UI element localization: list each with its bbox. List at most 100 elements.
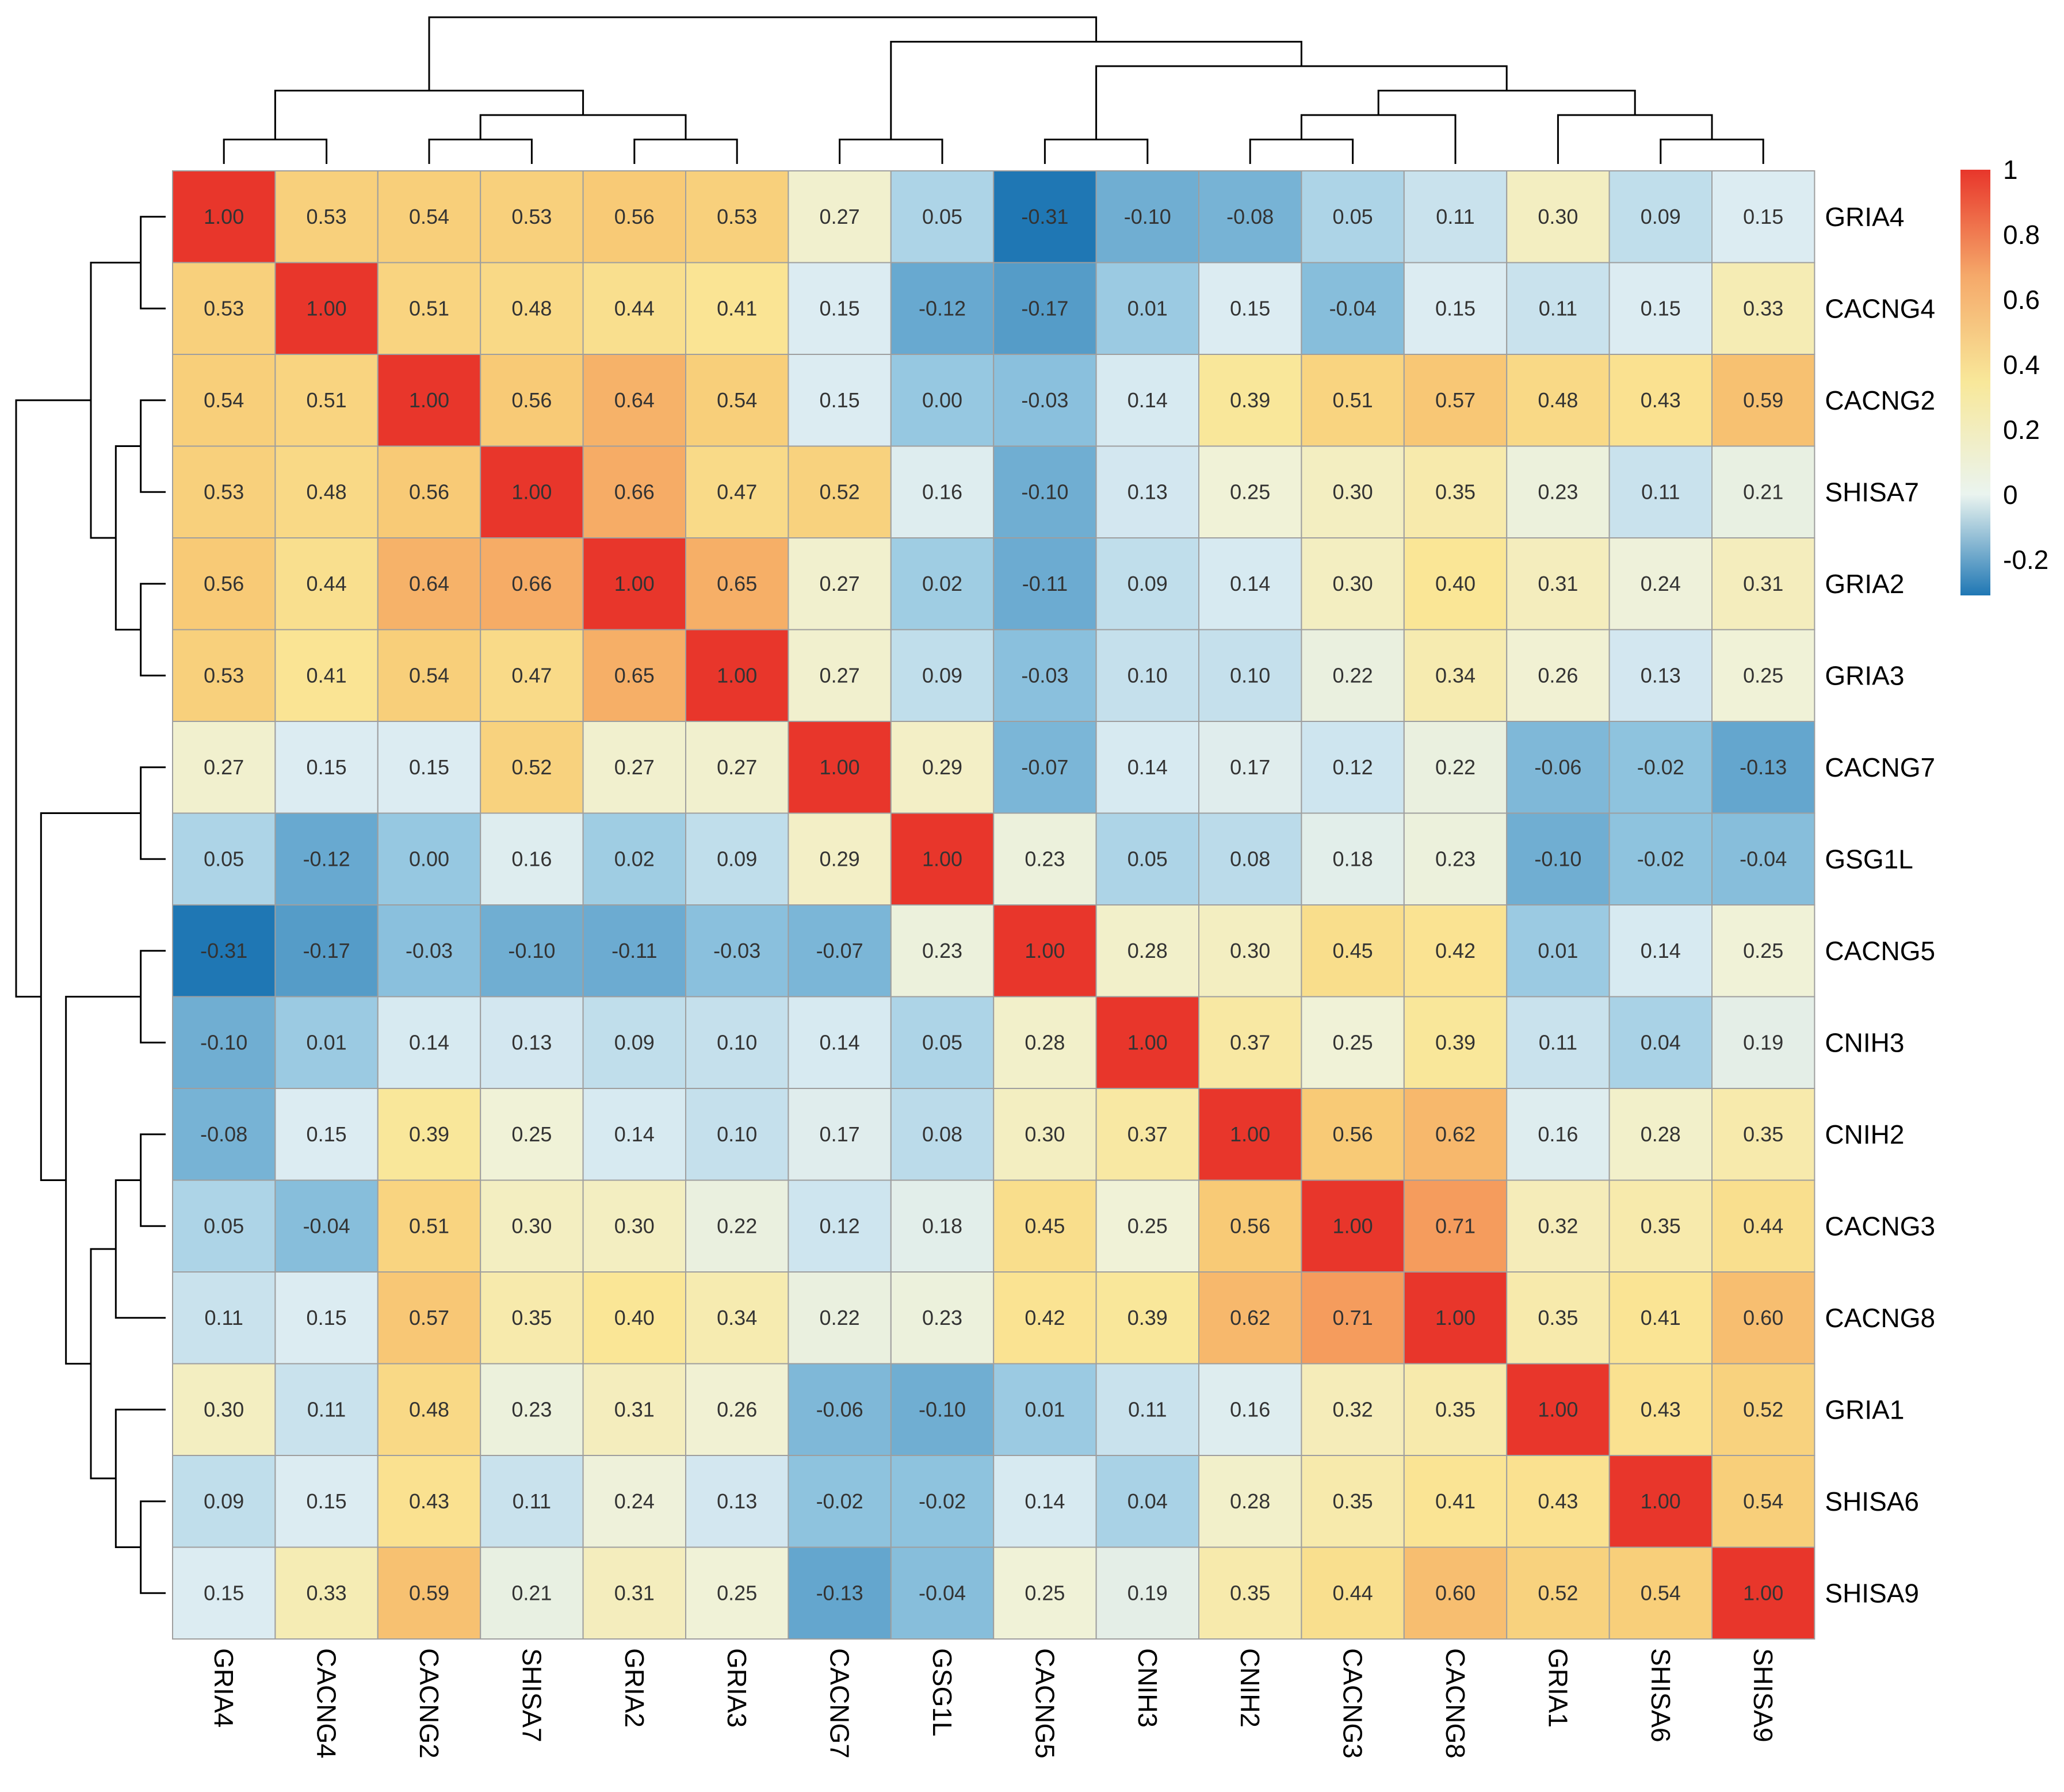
heatmap-cell (1198, 1271, 1302, 1365)
heatmap-cell (1608, 1546, 1713, 1640)
heatmap-cell (377, 1363, 481, 1456)
cell-value-label: 0.31 (614, 1581, 655, 1604)
color-legend: 1 0.8 0.6 0.4 0.2 0 -0.2 (1960, 155, 2048, 595)
column-label: SHISA9 (1748, 1648, 1778, 1743)
cell-value-label: 0.33 (307, 1581, 347, 1604)
cell-value-label: 0.41 (717, 296, 757, 320)
heatmap-cell (788, 996, 892, 1089)
cell-value-label: 0.13 (1127, 480, 1168, 503)
row-label: SHISA7 (1825, 477, 1919, 507)
heatmap-cell (993, 262, 1097, 355)
dendrogram-branch (15, 399, 91, 998)
cell-value-label: 0.15 (409, 755, 449, 779)
heatmap-cell (274, 1363, 379, 1456)
cell-value-label: -0.11 (1022, 572, 1068, 595)
cell-value-label: 0.51 (307, 388, 347, 412)
cell-value-label: 0.14 (409, 1030, 449, 1054)
heatmap-cell (1198, 537, 1302, 631)
heatmap-cell (172, 629, 276, 722)
heatmap-cell (788, 1179, 892, 1273)
cell-value-label: -0.10 (200, 1030, 247, 1054)
heatmap-cell (377, 1179, 481, 1273)
heatmap-cell (993, 629, 1097, 722)
cell-value-label: 0.16 (922, 480, 962, 503)
cell-value-label: 0.04 (1641, 1030, 1681, 1054)
legend-color-bar (1960, 170, 1990, 595)
cell-value-label: 0.14 (1025, 1489, 1065, 1513)
cell-value-label: 1.00 (1127, 1030, 1168, 1054)
heatmap-cell (377, 721, 481, 814)
heatmap-cell (582, 812, 686, 905)
heatmap-cell (993, 170, 1097, 263)
cell-value-label: 0.11 (1539, 1030, 1577, 1054)
column-label: CACNG2 (414, 1648, 444, 1759)
cell-value-label: 1.00 (614, 572, 655, 595)
heatmap-cell (1506, 445, 1610, 538)
heatmap-cell (582, 1088, 686, 1181)
heatmap-cell (685, 354, 789, 447)
cell-value-label: 1.00 (1025, 939, 1065, 962)
cell-value-label: 0.27 (820, 205, 860, 228)
cell-value-label: 0.14 (820, 1030, 860, 1054)
cell-value-label: 0.28 (1127, 939, 1168, 962)
cell-value-label: 0.47 (511, 663, 552, 687)
cell-value-label: 0.29 (922, 755, 962, 779)
heatmap-cell (993, 904, 1097, 998)
cell-value-label: 0.13 (511, 1030, 552, 1054)
column-dendrogram (223, 16, 1764, 164)
row-label: CACNG4 (1825, 293, 1935, 323)
column-label: CACNG5 (1030, 1648, 1060, 1759)
cell-value-label: 0.01 (1538, 939, 1578, 962)
cell-value-label: 0.51 (409, 296, 449, 320)
heatmap-cell (685, 1271, 789, 1365)
cell-value-label: 0.44 (307, 572, 347, 595)
cell-value-label: -0.10 (1021, 480, 1068, 503)
heatmap-cell (1301, 1546, 1405, 1640)
cell-value-label: 0.64 (409, 572, 449, 595)
heatmap-cell (788, 1546, 892, 1640)
heatmap-cell (1506, 537, 1610, 631)
heatmap-cell (1608, 812, 1713, 905)
cell-value-label: 0.05 (1127, 847, 1168, 870)
cell-value-label: -0.10 (508, 939, 555, 962)
cell-value-label: 0.31 (1743, 572, 1783, 595)
cell-value-label: 0.71 (1333, 1306, 1373, 1329)
cell-value-label: 0.15 (307, 1122, 347, 1146)
cell-value-label: 0.48 (1538, 388, 1578, 412)
heatmap-cell (1506, 996, 1610, 1089)
cell-value-label: 0.48 (511, 296, 552, 320)
heatmap-cell (890, 1455, 995, 1548)
heatmap-cell (1301, 629, 1405, 722)
cell-value-label: 1.00 (409, 388, 449, 412)
cell-value-label: 0.41 (307, 663, 347, 687)
cell-value-label: 0.24 (1641, 572, 1681, 595)
cell-value-label: 0.13 (717, 1489, 757, 1513)
heatmap-cell (172, 812, 276, 905)
cell-value-label: 0.14 (1230, 572, 1270, 595)
cell-value-label: 0.21 (511, 1581, 552, 1604)
cell-value-label: 1.00 (717, 663, 757, 687)
heatmap-cell (1506, 1546, 1610, 1640)
row-label: GRIA3 (1825, 660, 1904, 690)
heatmap-cell (1198, 1455, 1302, 1548)
heatmap-cell (685, 996, 789, 1089)
cell-value-label: 1.00 (204, 205, 244, 228)
heatmap-cell (788, 537, 892, 631)
heatmap-cell (993, 1455, 1097, 1548)
cell-value-label: 0.52 (1743, 1397, 1783, 1421)
cell-value-label: 0.57 (1435, 388, 1476, 412)
heatmap-cell (582, 537, 686, 631)
cell-value-label: -0.03 (713, 939, 760, 962)
heatmap-cell (1506, 1088, 1610, 1181)
cell-value-label: 1.00 (1333, 1214, 1373, 1237)
cell-value-label: 0.30 (1333, 572, 1373, 595)
heatmap-cell (172, 1546, 276, 1640)
cell-value-label: 0.39 (1435, 1030, 1476, 1054)
cell-value-label: 0.27 (614, 755, 655, 779)
legend-tick-label: 0.4 (2003, 350, 2040, 380)
dendrogram-branch (479, 114, 687, 140)
cell-value-label: 0.53 (204, 480, 244, 503)
heatmap-cell (274, 537, 379, 631)
heatmap-cell (1711, 170, 1815, 263)
